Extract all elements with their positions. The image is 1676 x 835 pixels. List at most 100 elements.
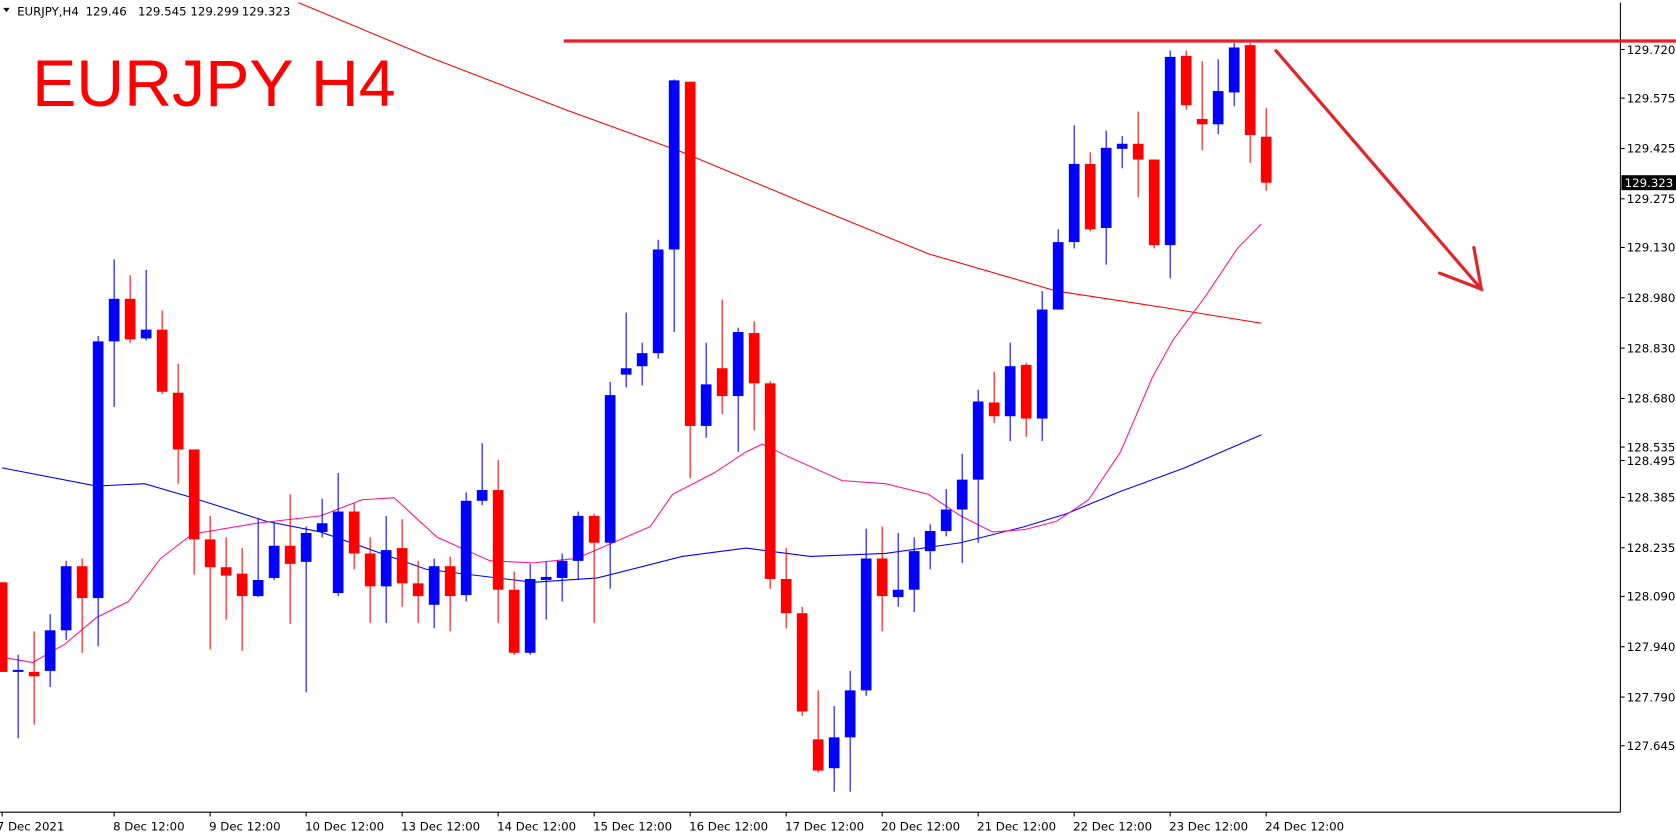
candle-body [236, 573, 248, 597]
candle-body [1196, 118, 1208, 125]
x-tick-label: 17 Dec 12:00 [785, 819, 864, 833]
candle-body [556, 560, 568, 578]
x-tick-label: 14 Dec 12:00 [497, 819, 576, 833]
candle-body [92, 341, 104, 599]
candle-body [636, 353, 648, 367]
y-tick-label: 127.940 [1627, 640, 1676, 654]
candle-body [780, 578, 792, 614]
candle-body [940, 509, 952, 531]
candle-body [252, 579, 264, 597]
y-tick-label: 128.680 [1627, 392, 1676, 406]
candle-body [60, 566, 72, 631]
y-tick-label: 129.130 [1627, 241, 1676, 255]
candle-body [348, 511, 360, 554]
candle-body [1004, 366, 1016, 417]
candle-body [428, 566, 440, 605]
header-open: 129.46 [86, 4, 127, 18]
x-tick-label: 16 Dec 12:00 [689, 819, 768, 833]
candle-body [732, 332, 744, 397]
candle-body [540, 576, 552, 580]
candle-body [1068, 163, 1080, 243]
candle-body [12, 669, 24, 672]
x-tick-label: 7 Dec 2021 [0, 819, 64, 833]
x-tick-label: 15 Dec 12:00 [593, 819, 672, 833]
candle-body [700, 384, 712, 426]
candle-body [812, 739, 824, 771]
candle-body [1164, 56, 1176, 246]
candle-body [524, 578, 536, 653]
x-tick-label: 24 Dec 12:00 [1265, 819, 1344, 833]
candle-body [1116, 143, 1128, 149]
candle-body [572, 515, 584, 561]
y-tick-label: 128.980 [1627, 291, 1676, 305]
y-tick-label: 128.235 [1627, 541, 1676, 555]
candle-body [1148, 159, 1160, 246]
x-tick-label: 13 Dec 12:00 [401, 819, 480, 833]
y-tick-label: 129.275 [1627, 192, 1676, 206]
candle-body [172, 392, 184, 450]
candle-body [924, 530, 936, 552]
candle-body [204, 539, 216, 568]
candle-body [460, 500, 472, 596]
candle-body [1036, 309, 1048, 419]
candle-body [220, 567, 232, 576]
x-tick-label: 10 Dec 12:00 [305, 819, 384, 833]
x-tick-label: 8 Dec 12:00 [113, 819, 185, 833]
candle-body [684, 81, 696, 426]
candle-body [1020, 364, 1032, 419]
candle-body [492, 490, 504, 590]
candle-body [44, 630, 56, 671]
menu-triangle [3, 7, 10, 13]
candle-body [380, 550, 392, 587]
candle-body [796, 613, 808, 712]
x-tick-label: 21 Dec 12:00 [977, 819, 1056, 833]
candle-body [652, 249, 664, 354]
header-low: 129.299 [190, 4, 239, 18]
candle-body [1212, 91, 1224, 125]
x-tick-label: 23 Dec 12:00 [1169, 819, 1248, 833]
moving-average [297, 2, 1262, 324]
candle-body [604, 395, 616, 543]
y-tick-label: 128.830 [1627, 341, 1676, 355]
candle-body [396, 548, 408, 584]
down-arrow [1274, 49, 1484, 292]
candle-body [444, 566, 456, 597]
candle-body [876, 558, 888, 597]
header-high: 129.545 [138, 4, 187, 18]
candle-body [268, 545, 280, 578]
candle-body [76, 566, 88, 599]
candle-body [156, 329, 168, 392]
current-price-label: 129.323 [1625, 176, 1674, 190]
x-tick-label: 20 Dec 12:00 [881, 819, 960, 833]
candle-body [1180, 55, 1192, 106]
y-tick-label: 127.790 [1627, 690, 1676, 704]
candle-body [140, 329, 152, 339]
x-tick-label: 9 Dec 12:00 [209, 819, 281, 833]
x-tick-label: 22 Dec 12:00 [1073, 819, 1152, 833]
y-tick-label: 128.495 [1627, 454, 1676, 468]
candle-body [1084, 163, 1096, 230]
candle-body [508, 589, 520, 653]
candle-body [412, 583, 424, 597]
candle-body [1228, 47, 1240, 93]
moving-average [2, 223, 1262, 664]
candle-body [316, 523, 328, 532]
candle-body [284, 545, 296, 564]
candle-body [0, 582, 8, 672]
candle-body [1244, 45, 1256, 136]
candle-body [892, 589, 904, 598]
candle-body [124, 298, 136, 340]
candle-body [188, 449, 200, 540]
candle-body [988, 402, 1000, 417]
candle-body [972, 401, 984, 480]
candle-body [300, 532, 312, 562]
y-tick-label: 127.645 [1627, 739, 1676, 753]
candle-body [108, 298, 120, 342]
candle-body [860, 558, 872, 691]
candle-body [716, 368, 728, 397]
y-tick-label: 128.385 [1627, 491, 1676, 505]
y-tick-label: 128.535 [1627, 440, 1676, 454]
symbol: EURJPY,H4 [17, 4, 79, 18]
